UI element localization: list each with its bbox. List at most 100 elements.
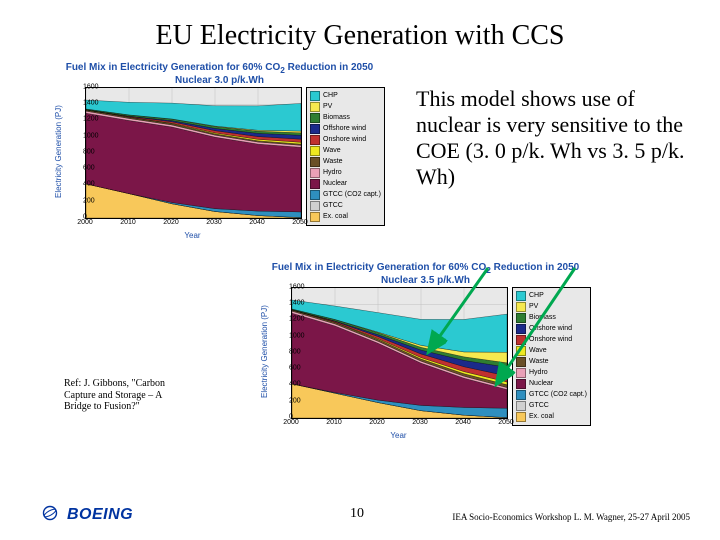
- swatch-icon: [516, 335, 526, 345]
- chart2-title: Fuel Mix in Electricity Generation for 6…: [260, 262, 591, 287]
- swatch-icon: [310, 179, 320, 189]
- swatch-icon: [310, 201, 320, 211]
- chart2-legend-item: Biomass: [516, 313, 587, 323]
- chart1-ylabel: Electricity Generation (PJ): [54, 87, 63, 217]
- footer-text: IEA Socio-Economics Workshop L. M. Wagne…: [452, 512, 690, 522]
- swatch-icon: [310, 113, 320, 123]
- chart2-legend-item: Waste: [516, 357, 587, 367]
- legend-label: GTCC: [529, 401, 549, 410]
- swatch-icon: [310, 146, 320, 156]
- chart2-legend-item: GTCC: [516, 401, 587, 411]
- chart2-legend-item: Nuclear: [516, 379, 587, 389]
- commentary-text: This model shows use of nuclear is very …: [416, 86, 696, 190]
- legend-label: Wave: [323, 146, 341, 155]
- legend-label: GTCC: [323, 201, 343, 210]
- chart1-legend-item: CHP: [310, 91, 381, 101]
- chart1-legend-item: Offshore wind: [310, 124, 381, 134]
- swatch-icon: [516, 368, 526, 378]
- boeing-logo: BOEING: [42, 505, 133, 524]
- swatch-icon: [310, 91, 320, 101]
- chart2-xtick: 2020: [369, 419, 385, 426]
- swatch-icon: [310, 168, 320, 178]
- chart-2: Fuel Mix in Electricity Generation for 6…: [260, 262, 591, 440]
- chart-1: Fuel Mix in Electricity Generation for 6…: [54, 62, 385, 240]
- chart1-xtick: 2020: [163, 219, 179, 226]
- swatch-icon: [516, 357, 526, 367]
- swatch-icon: [310, 190, 320, 200]
- reference-text: Ref: J. Gibbons, "Carbon Capture and Sto…: [64, 378, 174, 413]
- legend-label: PV: [529, 302, 538, 311]
- chart1-legend-item: Biomass: [310, 113, 381, 123]
- chart2-xtick: 2040: [455, 419, 471, 426]
- legend-label: CHP: [529, 291, 544, 300]
- chart1-xtick: 2010: [120, 219, 136, 226]
- swatch-icon: [310, 124, 320, 134]
- chart1-legend-item: GTCC (CO2 capt.): [310, 190, 381, 200]
- legend-label: Ex. coal: [323, 212, 348, 221]
- chart1-xlabel: Year: [85, 231, 300, 240]
- chart2-legend-item: Onshore wind: [516, 335, 587, 345]
- chart2-legend-item: Hydro: [516, 368, 587, 378]
- swatch-icon: [310, 102, 320, 112]
- chart1-legend-item: Onshore wind: [310, 135, 381, 145]
- legend-label: PV: [323, 102, 332, 111]
- chart1-legend-item: Hydro: [310, 168, 381, 178]
- chart2-legend-item: PV: [516, 302, 587, 312]
- chart2-xlabel: Year: [291, 431, 506, 440]
- chart1-legend-item: Waste: [310, 157, 381, 167]
- swatch-icon: [516, 302, 526, 312]
- legend-label: Hydro: [323, 168, 342, 177]
- chart2-legend-item: Wave: [516, 346, 587, 356]
- legend-label: Waste: [323, 157, 343, 166]
- swatch-icon: [516, 324, 526, 334]
- chart2-legend-item: Offshore wind: [516, 324, 587, 334]
- legend-label: Biomass: [529, 313, 556, 322]
- legend-label: Onshore wind: [323, 135, 366, 144]
- logo-text: BOEING: [67, 506, 133, 523]
- chart1-legend-item: Wave: [310, 146, 381, 156]
- swatch-icon: [516, 412, 526, 422]
- legend-label: Offshore wind: [323, 124, 366, 133]
- swatch-icon: [310, 135, 320, 145]
- legend-label: Onshore wind: [529, 335, 572, 344]
- chart1-legend: CHP PV BiomassOffshore wind Onshore wind Wav…: [306, 87, 385, 226]
- slide-title: EU Electricity Generation with CCS: [0, 20, 720, 52]
- chart1-legend-item: PV: [310, 102, 381, 112]
- swatch-icon: [516, 291, 526, 301]
- legend-label: Waste: [529, 357, 549, 366]
- chart1-plot: [85, 87, 302, 219]
- swatch-icon: [516, 313, 526, 323]
- chart1-xtick: 2000: [77, 219, 93, 226]
- legend-label: Ex. coal: [529, 412, 554, 421]
- chart2-ylabel: Electricity Generation (PJ): [260, 287, 269, 417]
- chart2-legend: CHP PV Biomass Offshore wind Onshore wind Wav…: [512, 287, 591, 426]
- legend-label: Nuclear: [323, 179, 347, 188]
- legend-label: GTCC (CO2 capt.): [529, 390, 587, 399]
- swatch-icon: [516, 390, 526, 400]
- legend-label: Nuclear: [529, 379, 553, 388]
- chart1-xtick: 2030: [206, 219, 222, 226]
- chart2-plot: [291, 287, 508, 419]
- page-number: 10: [350, 506, 364, 522]
- legend-label: CHP: [323, 91, 338, 100]
- swatch-icon: [516, 379, 526, 389]
- chart1-title: Fuel Mix in Electricity Generation for 6…: [54, 62, 385, 87]
- swatch-icon: [516, 346, 526, 356]
- legend-label: Wave: [529, 346, 547, 355]
- chart2-xtick: 2000: [283, 419, 299, 426]
- chart2-legend-item: GTCC (CO2 capt.): [516, 390, 587, 400]
- legend-label: Hydro: [529, 368, 548, 377]
- chart2-xtick: 2010: [326, 419, 342, 426]
- chart1-legend-item: GTCC: [310, 201, 381, 211]
- swatch-icon: [310, 212, 320, 222]
- swatch-icon: [310, 157, 320, 167]
- chart2-legend-item: Ex. coal: [516, 412, 587, 422]
- chart2-xtick: 2030: [412, 419, 428, 426]
- chart2-legend-item: CHP: [516, 291, 587, 301]
- chart1-legend-item: Ex. coal: [310, 212, 381, 222]
- chart1-xtick: 2050: [292, 219, 308, 226]
- chart1-xtick: 2040: [249, 219, 265, 226]
- legend-label: Offshore wind: [529, 324, 572, 333]
- legend-label: GTCC (CO2 capt.): [323, 190, 381, 199]
- chart2-xtick: 2050: [498, 419, 514, 426]
